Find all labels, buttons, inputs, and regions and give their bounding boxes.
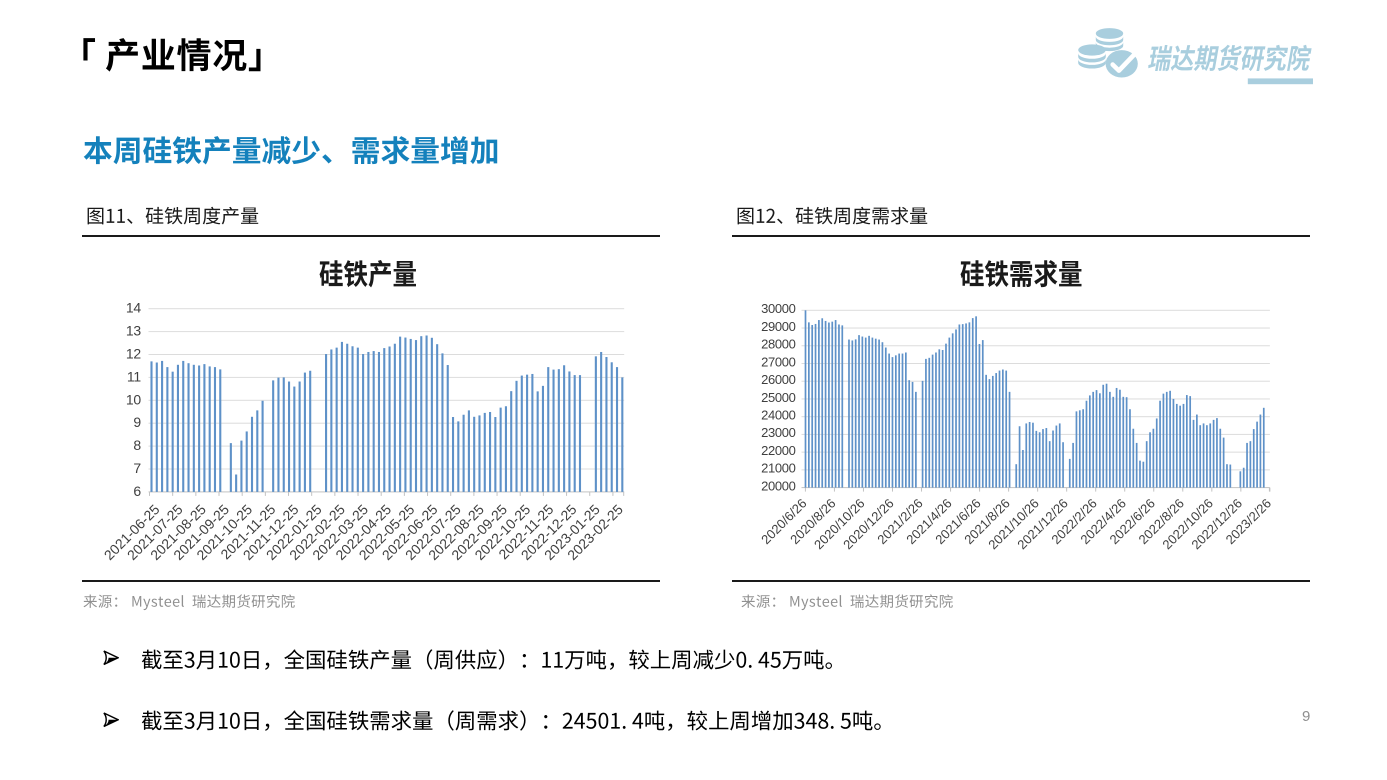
- svg-text:20000: 20000: [761, 478, 796, 493]
- svg-text:21000: 21000: [761, 461, 796, 476]
- svg-text:11: 11: [127, 368, 142, 384]
- svg-text:27000: 27000: [761, 354, 796, 369]
- svg-text:28000: 28000: [761, 337, 796, 352]
- svg-text:12: 12: [126, 346, 142, 362]
- svg-text:7: 7: [133, 460, 141, 476]
- svg-text:6: 6: [133, 483, 141, 499]
- svg-text:25000: 25000: [761, 390, 796, 405]
- svg-text:29000: 29000: [761, 319, 796, 334]
- svg-text:26000: 26000: [761, 372, 796, 387]
- svg-text:22000: 22000: [761, 443, 796, 458]
- svg-text:8: 8: [133, 437, 141, 453]
- svg-text:9: 9: [133, 414, 141, 430]
- svg-text:24000: 24000: [761, 407, 796, 422]
- svg-text:14: 14: [126, 300, 142, 316]
- svg-text:23000: 23000: [761, 425, 796, 440]
- svg-text:30000: 30000: [761, 301, 796, 316]
- svg-text:13: 13: [126, 323, 142, 339]
- svg-text:10: 10: [126, 391, 142, 407]
